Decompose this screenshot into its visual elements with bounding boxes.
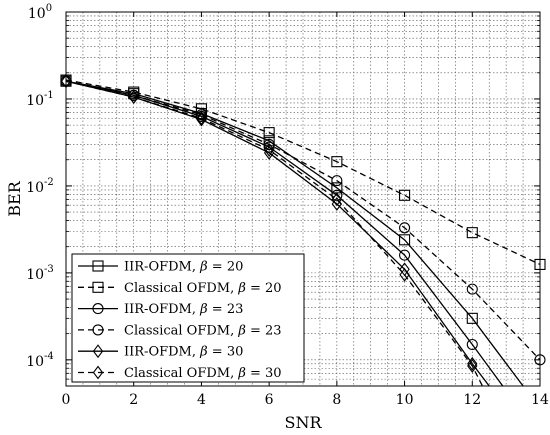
y-tick-label: 100 [28, 3, 52, 22]
legend-marker-diamond [92, 365, 104, 380]
data-point-circle [263, 138, 275, 150]
data-point-circle [331, 175, 343, 187]
data-point-square [263, 135, 275, 147]
y-tick-label: 10-1 [26, 90, 54, 109]
legend-marker-circle [92, 303, 104, 315]
legend-label: Classical OFDM, β = 23 [124, 323, 282, 338]
legend: IIR-OFDM, β = 20 Classical OFDM, β = 20 II… [71, 253, 305, 383]
series-line [66, 80, 524, 386]
data-point-circle [399, 249, 411, 261]
y-tick-label: 10-3 [26, 264, 54, 283]
data-point-circle [331, 189, 343, 201]
legend-box [71, 253, 305, 383]
data-point-square [331, 156, 343, 168]
data-point-diamond [331, 192, 343, 207]
x-tick-label: 2 [129, 392, 138, 408]
legend-marker-circle [92, 324, 104, 336]
x-tick-label: 4 [197, 392, 206, 408]
legend-label: Classical OFDM, β = 20 [124, 281, 282, 296]
y-tick-label: 10-2 [26, 177, 54, 196]
legend-label: IIR-OFDM, β = 30 [124, 345, 243, 360]
y-axis-title: BER [5, 180, 24, 216]
axis-ticks: 0 2 4 6 8 10 12 14 100 10-1 10-2 10-3 10-4 [26, 3, 549, 408]
data-point-square [263, 127, 275, 139]
data-point-circle [195, 109, 207, 121]
data-point-circle [466, 283, 478, 295]
x-tick-label: 8 [332, 392, 341, 408]
data-point-diamond [196, 112, 207, 127]
y-tick-label: 10-4 [26, 351, 54, 370]
data-point-diamond [467, 359, 478, 373]
legend-label: IIR-OFDM, β = 23 [124, 302, 243, 317]
legend-marker-diamond [92, 344, 104, 359]
x-tick-label: 0 [62, 392, 71, 408]
data-point-diamond [399, 262, 410, 277]
x-tick-label: 10 [396, 392, 414, 408]
series-line [66, 79, 540, 266]
data-point-square [128, 86, 140, 98]
data-point-diamond [263, 142, 275, 157]
data-point-diamond [399, 267, 410, 282]
data-point-square [466, 312, 478, 324]
series-line [66, 80, 540, 361]
series-line [66, 80, 484, 386]
legend-label: IIR-OFDM, β = 20 [124, 260, 243, 275]
data-point-circle [466, 338, 478, 351]
x-tick-label: 14 [531, 392, 549, 408]
x-axis-title: SNR [284, 413, 322, 432]
data-point-diamond [196, 111, 207, 126]
data-point-square [466, 227, 478, 239]
legend-marker-square [92, 260, 104, 272]
data-point-circle [399, 222, 411, 234]
data-point-square [399, 189, 411, 201]
x-tick-label: 6 [265, 392, 274, 408]
legend-marker-square [92, 281, 104, 293]
data-point-diamond [128, 90, 139, 105]
series-layer [66, 79, 540, 386]
data-point-diamond [263, 145, 275, 160]
data-point-square [399, 234, 411, 246]
legend-label: Classical OFDM, β = 30 [124, 366, 282, 381]
x-tick-label: 12 [463, 392, 481, 408]
data-point-diamond [467, 356, 478, 371]
data-point-circle [263, 141, 275, 153]
